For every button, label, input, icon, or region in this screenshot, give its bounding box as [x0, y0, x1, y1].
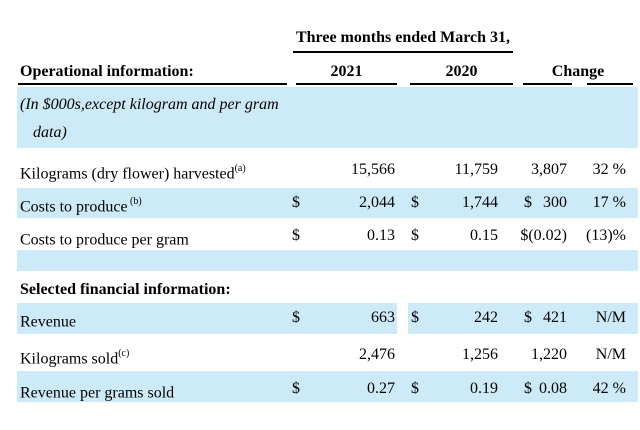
period-header: Three months ended March 31,: [295, 29, 511, 46]
shaded-row-revenue-right: [408, 303, 638, 334]
shaded-row-revenue-left: [17, 303, 397, 334]
value-2020: 1,744: [462, 194, 498, 211]
col-2021-rule: [296, 83, 397, 85]
period-header-rule: [293, 51, 513, 53]
value-change-pct: 17 %: [592, 194, 626, 211]
currency-2020: $: [411, 380, 419, 397]
currency-2021: $: [292, 194, 300, 211]
currency-change: $: [524, 380, 532, 397]
units-note-line1: (In $000s,except kilogram and per gram: [20, 96, 279, 113]
shaded-row-costs-to-produce: [17, 188, 638, 218]
value-change: 3,807: [531, 161, 567, 178]
row-label: Revenue: [20, 313, 76, 331]
value-2021: 15,566: [351, 161, 395, 178]
table-row-revenue-per-gram: Revenue per grams sold $ 0.27 $ 0.19 $ 0…: [0, 379, 640, 401]
row-label: Kilograms (dry flower) harvested(a): [20, 163, 246, 183]
shaded-row-note: [17, 87, 638, 148]
table-row-costs-per-gram: Costs to produce per gram $ 0.13 $ 0.15 …: [0, 226, 640, 248]
value-2020: 11,759: [454, 161, 498, 178]
col-change-dollar-rule: [523, 83, 572, 85]
column-header-change: Change: [551, 63, 605, 80]
value-2021: 0.27: [367, 380, 395, 397]
row-label: Costs to produce per gram: [20, 231, 189, 249]
currency-change: $: [524, 309, 532, 326]
currency-2021: $: [292, 227, 300, 244]
units-note-line2: data): [33, 124, 67, 141]
value-2020: 242: [474, 309, 498, 326]
currency-2020: $: [411, 227, 419, 244]
currency-change: $: [524, 194, 532, 211]
col-2020-rule: [410, 83, 513, 85]
footnote-marker: (c): [118, 348, 130, 359]
currency-2020: $: [411, 194, 419, 211]
value-change: 300: [543, 194, 567, 211]
value-2020: 0.19: [470, 380, 498, 397]
value-2021: 663: [371, 309, 395, 326]
currency-2021: $: [292, 309, 300, 326]
shaded-row-spacer: [17, 250, 638, 271]
column-header-2021: 2021: [330, 63, 363, 80]
value-change-pct: 42 %: [592, 380, 626, 397]
section-header-financial: Selected financial information:: [20, 281, 231, 298]
section-header-operational: Operational information:: [20, 63, 194, 80]
currency-2021: $: [292, 380, 300, 397]
row-label: Costs to produce (b): [20, 196, 142, 216]
value-change-pct: N/M: [595, 309, 626, 326]
value-2021: 2,044: [359, 194, 395, 211]
row-label: Kilograms sold(c): [20, 348, 130, 368]
table-row-revenue: Revenue $ 663 $ 242 $ 421 N/M: [0, 308, 640, 330]
value-change-pct: (13)%: [586, 227, 626, 244]
value-change: $(0.02): [520, 227, 567, 244]
value-2021: 0.13: [367, 227, 395, 244]
value-change: 421: [543, 309, 567, 326]
table-row-costs-to-produce: Costs to produce (b) $ 2,044 $ 1,744 $ 3…: [0, 193, 640, 215]
value-2020: 0.15: [470, 227, 498, 244]
value-change-pct: N/M: [595, 346, 626, 363]
shaded-row-revenue-per-gram: [17, 371, 638, 402]
value-2021: 2,476: [359, 346, 395, 363]
label-column-rule: [18, 83, 287, 85]
value-2020: 1,256: [462, 346, 498, 363]
row-label: Revenue per grams sold: [20, 384, 175, 402]
table-row-kilograms-harvested: Kilograms (dry flower) harvested(a) 15,5…: [0, 160, 640, 182]
footnote-marker: (a): [234, 163, 246, 174]
currency-2020: $: [411, 309, 419, 326]
column-header-2020: 2020: [445, 63, 478, 80]
col-change-pct-rule: [587, 83, 633, 85]
value-change-pct: 32 %: [592, 161, 626, 178]
footnote-marker: (b): [127, 196, 142, 207]
table-row-kilograms-sold: Kilograms sold(c) 2,476 1,256 1,220 N/M: [0, 345, 640, 367]
value-change: 0.08: [539, 380, 567, 397]
value-change: 1,220: [531, 346, 567, 363]
